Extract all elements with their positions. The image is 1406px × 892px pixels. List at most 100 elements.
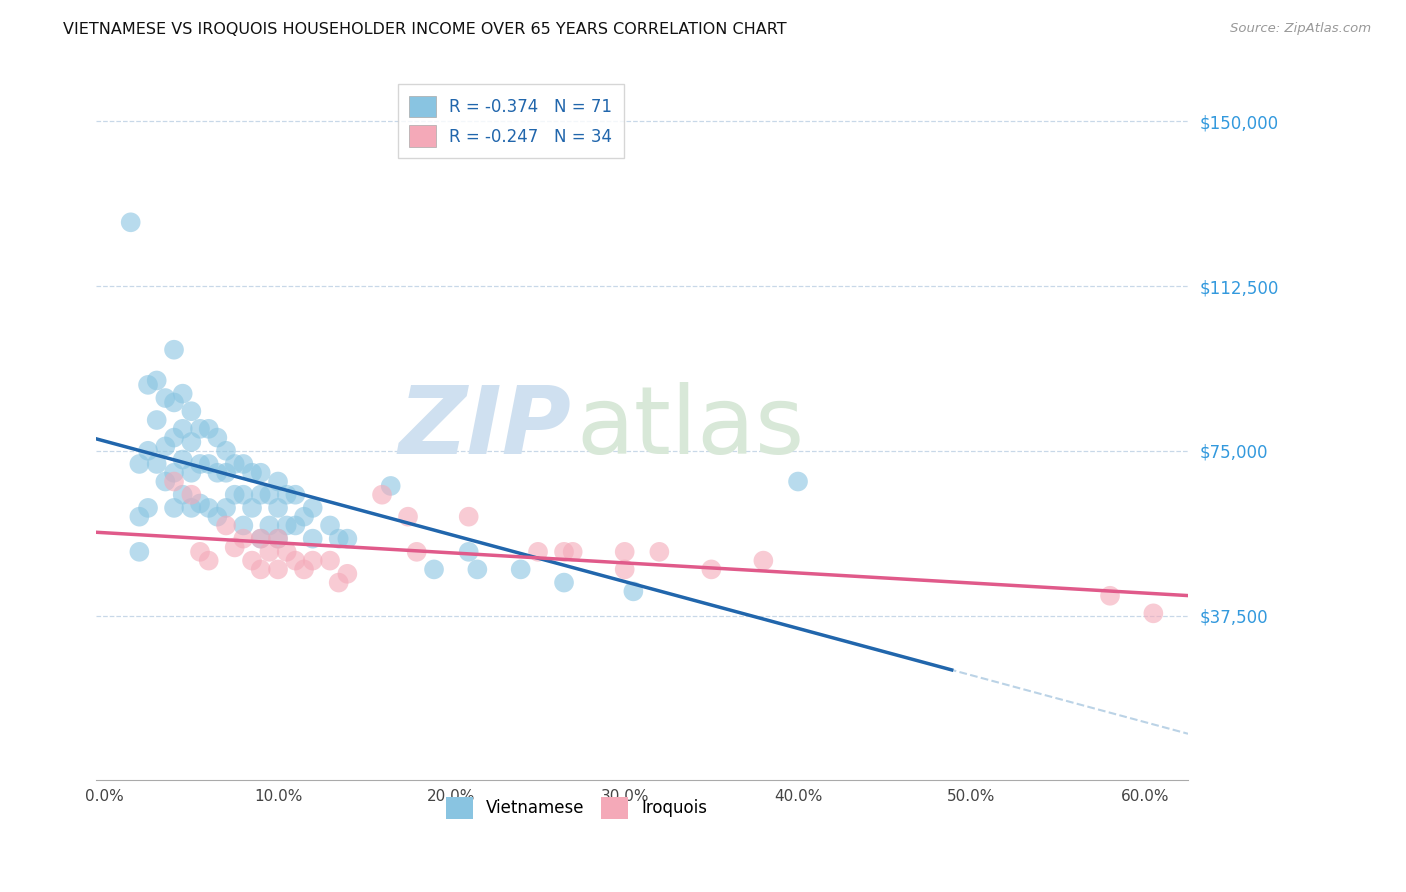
Point [180,434,202,449]
Point [613,562,636,576]
Point [553,545,575,559]
Point [457,545,479,559]
Point [215,500,238,515]
Point [787,475,810,489]
Point [197,422,219,436]
Point [249,532,271,546]
Point [267,500,290,515]
Point [172,422,194,436]
Point [240,466,263,480]
Point [405,545,427,559]
Point [180,466,202,480]
Point [188,457,211,471]
Point [128,509,150,524]
Point [509,562,531,576]
Point [284,518,307,533]
Point [145,413,167,427]
Point [527,545,550,559]
Point [371,488,394,502]
Point [267,475,290,489]
Point [128,457,150,471]
Point [284,553,307,567]
Point [188,496,211,510]
Point [224,488,246,502]
Point [232,532,254,546]
Point [621,584,644,599]
Point [136,443,159,458]
Point [396,509,419,524]
Point [197,457,219,471]
Point [232,488,254,502]
Point [457,509,479,524]
Point [380,479,402,493]
Point [553,575,575,590]
Point [155,391,177,405]
Point [700,562,723,576]
Point [1142,607,1164,621]
Point [328,575,350,590]
Point [145,374,167,388]
Point [259,518,281,533]
Point [267,562,290,576]
Point [284,488,307,502]
Point [249,466,271,480]
Point [180,488,202,502]
Text: Source: ZipAtlas.com: Source: ZipAtlas.com [1230,22,1371,36]
Point [215,466,238,480]
Point [180,500,202,515]
Point [301,500,323,515]
Point [145,457,167,471]
Point [215,443,238,458]
Point [276,545,298,559]
Point [301,532,323,546]
Point [1098,589,1121,603]
Point [172,488,194,502]
Point [207,509,229,524]
Point [561,545,583,559]
Point [276,488,298,502]
Point [215,518,238,533]
Point [120,215,142,229]
Point [249,488,271,502]
Point [188,545,211,559]
Point [259,488,281,502]
Point [613,545,636,559]
Legend: Vietnamese, Iroquois: Vietnamese, Iroquois [439,790,714,825]
Point [136,500,159,515]
Point [328,532,350,546]
Point [207,466,229,480]
Point [336,532,359,546]
Point [197,500,219,515]
Point [163,475,186,489]
Point [224,457,246,471]
Point [155,475,177,489]
Point [319,518,342,533]
Point [172,386,194,401]
Point [163,500,186,515]
Point [292,509,315,524]
Point [240,553,263,567]
Point [232,518,254,533]
Point [467,562,489,576]
Point [752,553,775,567]
Point [648,545,671,559]
Point [292,562,315,576]
Point [423,562,446,576]
Point [336,566,359,581]
Point [259,545,281,559]
Point [232,457,254,471]
Text: VIETNAMESE VS IROQUOIS HOUSEHOLDER INCOME OVER 65 YEARS CORRELATION CHART: VIETNAMESE VS IROQUOIS HOUSEHOLDER INCOM… [63,22,787,37]
Point [163,395,186,409]
Point [267,532,290,546]
Point [172,452,194,467]
Text: ZIP: ZIP [398,382,571,474]
Point [301,553,323,567]
Point [240,500,263,515]
Point [267,532,290,546]
Point [207,431,229,445]
Text: atlas: atlas [576,382,804,474]
Point [136,377,159,392]
Point [276,518,298,533]
Point [163,343,186,357]
Point [319,553,342,567]
